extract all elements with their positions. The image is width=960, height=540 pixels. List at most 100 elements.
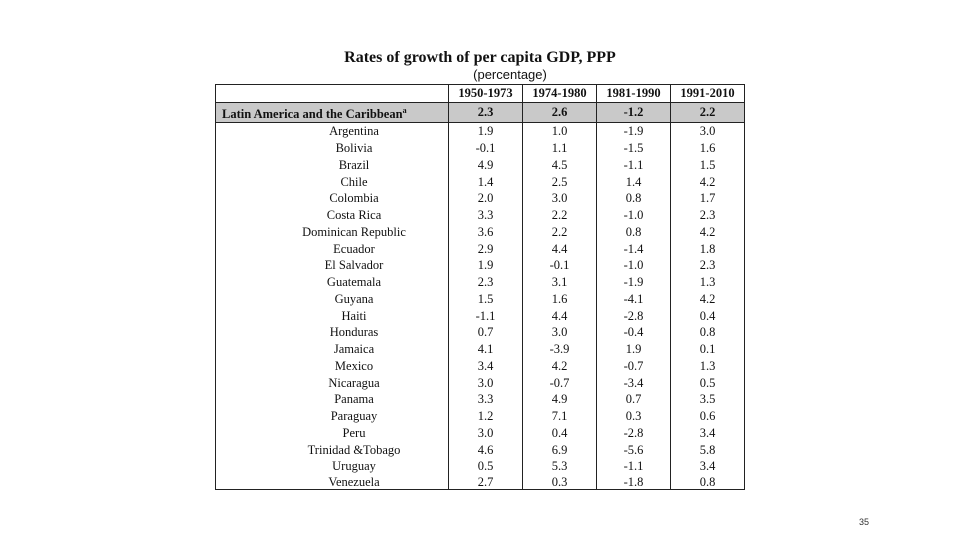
growth-value: 7.1 (522, 407, 597, 425)
growth-value: -5.6 (596, 441, 671, 458)
growth-value: 0.1 (670, 340, 745, 358)
growth-value: -1.9 (596, 122, 671, 140)
growth-value: -0.7 (596, 357, 671, 375)
growth-value: 0.8 (670, 474, 745, 490)
table-row: Ecuador 2.9 4.4 -1.4 1.8 (216, 240, 745, 257)
growth-value: 3.0 (670, 122, 745, 140)
growth-value: 1.4 (596, 173, 671, 190)
growth-value: 2.3 (670, 206, 745, 224)
table-row: Panama 3.3 4.9 0.7 3.5 (216, 390, 745, 408)
table-row: Bolivia -0.1 1.1 -1.5 1.6 (216, 139, 745, 157)
country-name: Guatemala (326, 275, 382, 290)
growth-value: 1.8 (670, 240, 745, 257)
growth-value: 0.3 (596, 407, 671, 425)
growth-value: 2.2 (522, 206, 597, 224)
growth-value: 1.3 (670, 273, 745, 291)
growth-value: 5.3 (522, 457, 597, 475)
growth-value: 3.3 (448, 390, 523, 408)
growth-value: 2.2 (522, 223, 597, 241)
header-1950-1973: 1950-1973 (448, 84, 523, 103)
table-title: Rates of growth of per capita GDP, PPP (344, 49, 616, 66)
growth-value: -1.0 (596, 256, 671, 274)
table-row: Nicaragua 3.0 -0.7 -3.4 0.5 (216, 374, 745, 391)
country-name: Peru (342, 425, 366, 440)
growth-value: 1.9 (448, 122, 523, 140)
country-name: Venezuela (215, 474, 449, 490)
growth-value: 1.2 (448, 407, 523, 425)
gdp-growth-table: 1950-1973 1974-1980 1981-1990 1991-2010 … (215, 84, 745, 490)
growth-value: 0.4 (522, 424, 597, 442)
growth-value: 3.0 (448, 424, 523, 442)
country-name: Honduras (329, 325, 379, 340)
table-row: Paraguay 1.2 7.1 0.3 0.6 (216, 407, 745, 425)
growth-value: 1.1 (522, 139, 597, 157)
table-row: El Salvador 1.9 -0.1 -1.0 2.3 (216, 256, 745, 274)
growth-value: 4.6 (448, 441, 523, 458)
growth-value: 1.7 (670, 189, 745, 207)
growth-value: -1.1 (596, 457, 671, 475)
table-row: Peru 3.0 0.4 -2.8 3.4 (216, 424, 745, 442)
growth-value: 0.8 (596, 223, 671, 241)
growth-value: 0.7 (448, 323, 523, 341)
table-subtitle: (percentage) (473, 67, 547, 82)
growth-value: 2.3 (670, 256, 745, 274)
growth-value: 1.5 (670, 156, 745, 174)
growth-value: -1.1 (596, 156, 671, 174)
growth-value: 3.0 (522, 189, 597, 207)
country-name: Costa Rica (326, 208, 382, 223)
country-name: Jamaica (333, 342, 375, 357)
growth-value: 4.2 (670, 173, 745, 190)
growth-value: -3.9 (522, 340, 597, 358)
growth-value: 4.2 (522, 357, 597, 375)
growth-value: 3.4 (448, 357, 523, 375)
growth-value: 2.3 (448, 273, 523, 291)
growth-value: 1.0 (522, 122, 597, 140)
header-1981-1990: 1981-1990 (596, 84, 671, 103)
growth-value: 4.9 (522, 390, 597, 408)
growth-value: 5.8 (670, 441, 745, 458)
table-row: Guyana 1.5 1.6 -4.1 4.2 (216, 290, 745, 308)
header-row: 1950-1973 1974-1980 1981-1990 1991-2010 (215, 84, 745, 103)
country-name: Bolivia (335, 141, 373, 156)
growth-value: -1.8 (596, 474, 671, 490)
region-value: -1.2 (596, 101, 671, 123)
growth-value: 0.4 (670, 307, 745, 324)
region-value: 2.3 (448, 101, 523, 123)
region-value: 2.6 (522, 101, 597, 123)
country-name: Colombia (329, 191, 379, 206)
country-name: Haiti (341, 308, 367, 323)
region-row: Latin America and the Caribbeana 2.3 2.6… (215, 101, 745, 123)
growth-value: 3.4 (670, 424, 745, 442)
growth-value: -2.8 (596, 424, 671, 442)
growth-value: 4.5 (522, 156, 597, 174)
growth-value: 0.8 (596, 189, 671, 207)
growth-value: 3.5 (670, 390, 745, 408)
growth-value: -1.0 (596, 206, 671, 224)
growth-value: 1.6 (670, 139, 745, 157)
table-row: Guatemala 2.3 3.1 -1.9 1.3 (216, 273, 745, 291)
growth-value: 4.4 (522, 240, 597, 257)
growth-value: 4.2 (670, 290, 745, 308)
growth-value: 4.1 (448, 340, 523, 358)
table-row: Dominican Republic 3.6 2.2 0.8 4.2 (216, 223, 745, 241)
growth-value: 3.3 (448, 206, 523, 224)
table-row: Trinidad &Tobago 4.6 6.9 -5.6 5.8 (216, 441, 745, 458)
growth-value: -3.4 (596, 374, 671, 391)
region-value: 2.2 (670, 101, 745, 123)
growth-value: -1.5 (596, 139, 671, 157)
growth-value: 0.5 (670, 374, 745, 391)
region-label: Latin America and the Caribbean (222, 106, 403, 121)
growth-value: 3.0 (522, 323, 597, 341)
country-name: Ecuador (333, 241, 375, 256)
table-row: Chile 1.4 2.5 1.4 4.2 (216, 173, 745, 190)
growth-value: 0.5 (448, 457, 523, 475)
country-name: Trinidad &Tobago (307, 442, 401, 457)
page-number: 35 (859, 517, 870, 527)
growth-value: 1.4 (448, 173, 523, 190)
country-name: Uruguay (332, 459, 376, 474)
header-1974-1980: 1974-1980 (522, 84, 597, 103)
footnote-marker: a (402, 105, 407, 115)
growth-value: -0.7 (522, 374, 597, 391)
table-row: Honduras 0.7 3.0 -0.4 0.8 (216, 323, 745, 341)
growth-value: -2.8 (596, 307, 671, 324)
